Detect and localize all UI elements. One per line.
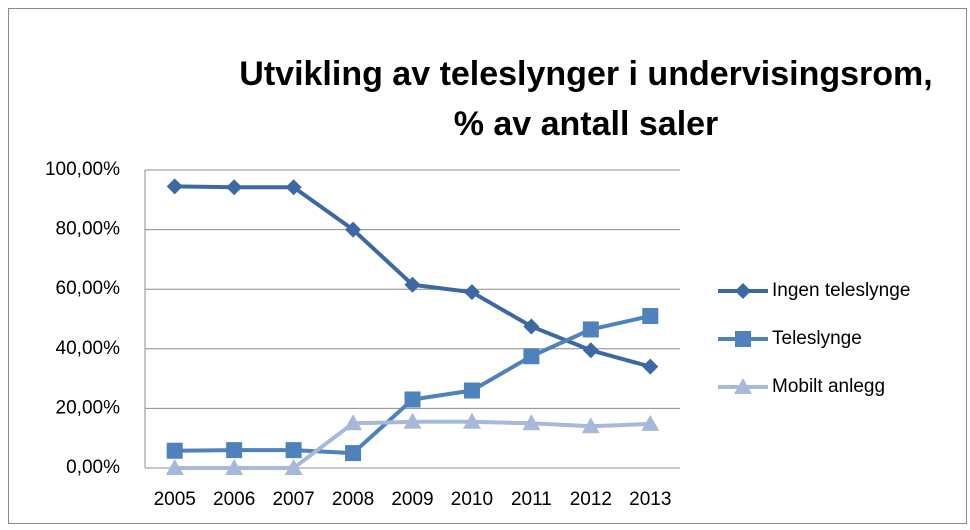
x-tick-label: 2011 xyxy=(511,489,552,510)
y-tick-label: 100,00% xyxy=(45,159,120,180)
x-tick-label: 2008 xyxy=(332,489,374,510)
x-tick-label: 2009 xyxy=(391,489,433,510)
marker xyxy=(522,414,541,431)
marker xyxy=(225,459,244,475)
marker xyxy=(642,308,659,325)
chart-border xyxy=(8,8,967,524)
x-tick-label: 2012 xyxy=(570,489,612,510)
x-tick-label: 2010 xyxy=(451,489,493,510)
y-tick-label: 60,00% xyxy=(56,278,121,299)
x-tick-label: 2005 xyxy=(154,489,196,510)
x-tick-label: 2013 xyxy=(629,489,671,510)
legend-label: Ingen teleslynge xyxy=(772,280,910,301)
marker xyxy=(284,459,303,475)
marker xyxy=(735,331,751,347)
marker xyxy=(285,179,302,196)
marker xyxy=(404,391,421,408)
legend-label: Teleslynge xyxy=(772,328,862,349)
marker xyxy=(166,442,183,459)
marker xyxy=(226,179,243,196)
marker xyxy=(641,414,660,431)
marker xyxy=(734,378,752,394)
marker xyxy=(226,442,243,459)
marker xyxy=(735,283,751,299)
marker xyxy=(285,442,302,459)
marker xyxy=(404,276,421,293)
x-tick-label: 2007 xyxy=(272,489,314,510)
marker xyxy=(523,348,540,365)
marker xyxy=(581,417,600,434)
y-tick-label: 80,00% xyxy=(56,219,121,240)
marker xyxy=(166,178,183,195)
chart-title: Utvikling av teleslynger i undervisingsr… xyxy=(239,55,932,93)
marker xyxy=(165,459,184,475)
marker xyxy=(345,445,362,462)
marker xyxy=(345,221,362,238)
marker xyxy=(463,382,480,399)
marker xyxy=(582,342,599,359)
marker xyxy=(462,412,481,429)
marker xyxy=(523,318,540,335)
marker xyxy=(463,284,480,301)
legend-label: Mobilt anlegg xyxy=(772,376,885,397)
y-tick-label: 40,00% xyxy=(56,338,121,359)
marker xyxy=(344,414,363,431)
marker xyxy=(582,321,599,338)
marker xyxy=(642,358,659,375)
marker xyxy=(403,412,422,429)
x-tick-label: 2006 xyxy=(213,489,255,510)
chart-title: % av antall saler xyxy=(454,105,719,143)
y-tick-label: 0,00% xyxy=(66,457,120,478)
y-tick-label: 20,00% xyxy=(56,397,121,418)
